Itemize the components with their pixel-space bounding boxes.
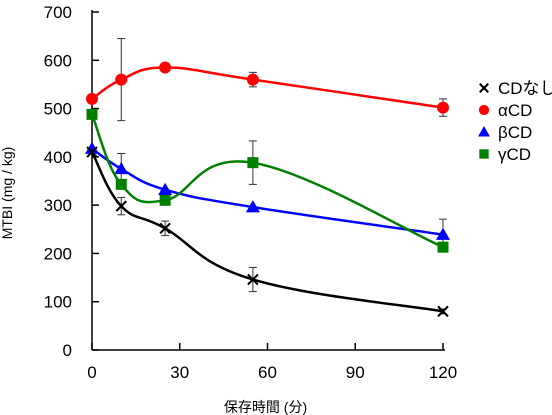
legend-item: βCD bbox=[478, 123, 532, 142]
series-3 bbox=[86, 108, 449, 253]
series-0 bbox=[86, 146, 449, 318]
y-tick-label: 500 bbox=[44, 100, 72, 119]
data-point bbox=[436, 227, 450, 240]
legend-marker bbox=[478, 104, 490, 116]
y-axis-label: MTBI (mg / kg) bbox=[0, 147, 15, 240]
y-tick-label: 200 bbox=[44, 244, 72, 263]
data-point bbox=[437, 305, 449, 318]
data-point bbox=[159, 61, 172, 74]
axes bbox=[91, 10, 445, 351]
legend: CDなし αCD βCD γCD bbox=[478, 79, 552, 164]
series-2 bbox=[85, 141, 450, 251]
x-tick-label: 0 bbox=[87, 363, 96, 382]
y-tick-label: 300 bbox=[44, 196, 72, 215]
data-point bbox=[86, 92, 98, 105]
data-point bbox=[86, 108, 98, 120]
data-point bbox=[115, 178, 127, 190]
data-point bbox=[246, 73, 259, 86]
legend-label: αCD bbox=[498, 101, 532, 120]
data-point bbox=[158, 182, 173, 195]
legend-marker bbox=[479, 83, 489, 93]
series-line bbox=[90, 113, 444, 249]
legend-item: CDなし bbox=[479, 79, 552, 98]
series-line bbox=[91, 66, 444, 109]
x-tick-label: 30 bbox=[170, 363, 189, 382]
y-tick-label: 100 bbox=[44, 293, 72, 312]
x-tick-label: 120 bbox=[429, 363, 457, 382]
data-point bbox=[247, 273, 259, 286]
legend-marker bbox=[478, 126, 490, 137]
data-point bbox=[437, 241, 449, 253]
data-point bbox=[85, 141, 99, 154]
legend-item: γCD bbox=[479, 145, 531, 164]
tick-labels: 0 100 200 300 400 500 600 700 0 30 60 90 120 bbox=[44, 3, 458, 382]
series-line bbox=[90, 151, 444, 313]
legend-item: αCD bbox=[478, 101, 532, 120]
series-layer bbox=[85, 38, 450, 318]
data-point bbox=[437, 101, 449, 114]
data-point bbox=[159, 194, 171, 206]
data-point bbox=[115, 200, 127, 212]
data-point bbox=[86, 146, 98, 158]
y-tick-label: 700 bbox=[44, 3, 72, 22]
x-tick-label: 90 bbox=[346, 363, 365, 382]
y-tick-label: 600 bbox=[44, 51, 72, 70]
y-tick-label: 400 bbox=[44, 148, 72, 167]
legend-label: βCD bbox=[498, 123, 532, 142]
x-axis-label: 保存時間 (分) bbox=[224, 399, 307, 415]
series-line bbox=[91, 147, 444, 236]
data-point bbox=[159, 222, 171, 235]
series-1 bbox=[86, 38, 449, 122]
legend-label: γCD bbox=[498, 145, 531, 164]
data-point bbox=[247, 157, 259, 169]
y-tick-label: 0 bbox=[63, 341, 72, 360]
legend-label: CDなし bbox=[498, 79, 552, 98]
x-tick-label: 60 bbox=[258, 363, 277, 382]
data-point bbox=[245, 200, 260, 213]
legend-marker bbox=[479, 149, 489, 159]
data-point bbox=[114, 161, 129, 175]
data-point bbox=[115, 73, 128, 86]
